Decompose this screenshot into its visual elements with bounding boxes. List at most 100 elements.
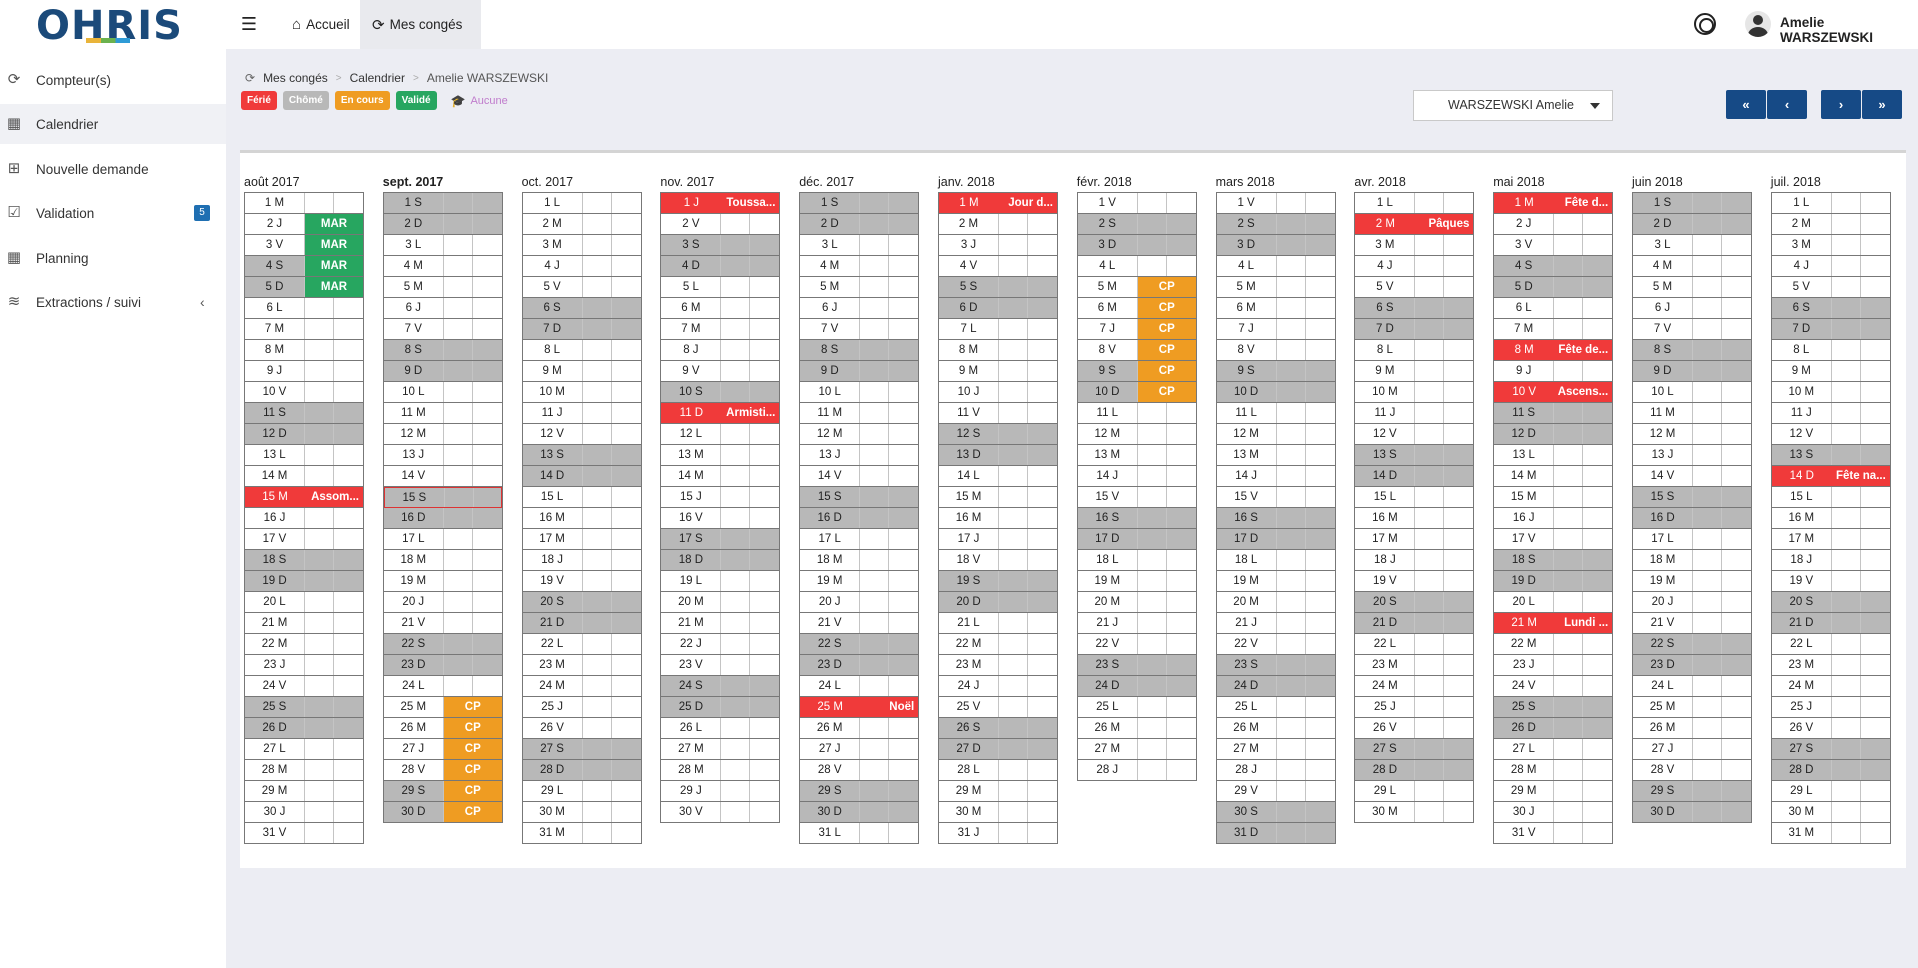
holiday-label[interactable]: Noël (889, 701, 915, 713)
day-cell[interactable]: 4 L (1216, 256, 1335, 277)
day-cell[interactable]: 5 V (1771, 277, 1890, 298)
day-cell[interactable]: 1 L (1771, 193, 1890, 214)
leave-label[interactable]: CP (1137, 298, 1196, 318)
day-cell[interactable]: 23 D (800, 655, 919, 676)
day-cell[interactable]: 30 D (800, 802, 919, 823)
day-cell[interactable]: 14 D (522, 466, 641, 487)
day-cell[interactable]: 20 D (939, 592, 1057, 613)
day-cell[interactable]: 17 S (661, 529, 780, 550)
day-cell[interactable]: 20 S (1355, 592, 1474, 613)
day-cell[interactable]: 16 M (939, 508, 1057, 529)
day-cell[interactable]: 6 J (1633, 298, 1751, 319)
day-cell[interactable]: 27 J CP (383, 739, 502, 760)
leave-label[interactable]: CP (1137, 340, 1196, 360)
day-cell[interactable]: 28 D (1355, 760, 1474, 781)
day-cell[interactable]: 3 J (939, 235, 1057, 256)
day-cell[interactable]: 7 D (1771, 319, 1890, 340)
day-cell[interactable]: 24 M (1771, 676, 1890, 697)
day-cell[interactable]: 24 M (1355, 676, 1474, 697)
day-cell[interactable]: 29 L (1771, 781, 1890, 802)
day-cell[interactable]: 9 V (661, 361, 780, 382)
day-cell[interactable]: 21 M (245, 613, 363, 634)
day-cell[interactable]: 8 V CP (1077, 340, 1196, 361)
day-cell[interactable]: 31 V (245, 823, 363, 844)
day-cell[interactable]: 29 M (245, 781, 363, 802)
day-cell[interactable]: 2 J MAR (245, 214, 363, 235)
leave-label[interactable]: CP (1137, 277, 1196, 297)
day-cell[interactable]: 11 V (939, 403, 1057, 424)
day-cell[interactable]: 25 J (1771, 697, 1890, 718)
day-cell[interactable]: 1 V (1077, 193, 1196, 214)
day-cell[interactable]: 11 M (383, 403, 502, 424)
holiday-label[interactable]: Jour d... (1008, 197, 1053, 209)
day-cell[interactable]: 29 J (661, 781, 780, 802)
day-cell[interactable]: 16 J (245, 508, 363, 529)
day-cell[interactable]: 4 S MAR (245, 256, 363, 277)
day-cell[interactable]: 17 M (1355, 529, 1474, 550)
day-cell[interactable]: 16 S (1216, 508, 1335, 529)
day-cell[interactable]: 16 J (1494, 508, 1613, 529)
day-cell[interactable]: 1 S (383, 193, 502, 214)
day-cell[interactable]: 13 J (383, 445, 502, 466)
day-cell[interactable]: 14 M (661, 466, 780, 487)
day-cell[interactable]: 22 M (939, 634, 1057, 655)
nav-home[interactable]: ⌂ Accueil (280, 0, 362, 49)
day-cell[interactable]: 23 J (1494, 655, 1613, 676)
day-cell[interactable]: 15 S (1633, 487, 1751, 508)
day-cell[interactable]: 28 V (1633, 760, 1751, 781)
day-cell[interactable]: 23 S (1216, 655, 1335, 676)
day-cell[interactable]: 6 L (245, 298, 363, 319)
day-cell[interactable]: 15 V (1216, 487, 1335, 508)
day-cell[interactable]: 10 M (1355, 382, 1474, 403)
day-cell[interactable]: 22 M (245, 634, 363, 655)
day-cell[interactable]: 4 L (1077, 256, 1196, 277)
day-cell[interactable]: 6 L (1494, 298, 1613, 319)
day-cell[interactable]: 17 L (1633, 529, 1751, 550)
day-cell[interactable]: 26 M CP (383, 718, 502, 739)
day-cell[interactable]: 7 V (800, 319, 919, 340)
day-cell[interactable]: 20 S (1771, 592, 1890, 613)
day-cell[interactable]: 20 L (245, 592, 363, 613)
day-cell[interactable]: 29 L (1355, 781, 1474, 802)
leave-label[interactable]: CP (443, 760, 502, 780)
day-cell[interactable]: 9 M (939, 361, 1057, 382)
day-cell[interactable]: 10 D CP (1077, 382, 1196, 403)
day-cell[interactable]: 14 D (1355, 466, 1474, 487)
day-cell[interactable]: 1 M (245, 193, 363, 214)
day-cell[interactable]: 9 J (245, 361, 363, 382)
holiday-label[interactable]: Ascens... (1557, 386, 1609, 398)
leave-label[interactable]: CP (1137, 382, 1196, 402)
day-cell[interactable]: 16 D (1633, 508, 1751, 529)
leave-label[interactable]: CP (443, 718, 502, 738)
day-cell[interactable]: 31 L (800, 823, 919, 844)
day-cell[interactable]: 29 S (1633, 781, 1751, 802)
day-cell[interactable]: 30 M (1771, 802, 1890, 823)
day-cell[interactable]: 23 D (383, 655, 502, 676)
leave-label[interactable]: MAR (305, 256, 363, 276)
day-cell[interactable]: 12 V (1355, 424, 1474, 445)
day-cell[interactable]: 12 M (1077, 424, 1196, 445)
day-cell[interactable]: 11 L (1077, 403, 1196, 424)
day-cell[interactable]: 10 M (522, 382, 641, 403)
day-cell[interactable]: 7 V (383, 319, 502, 340)
day-cell[interactable]: 22 V (1077, 634, 1196, 655)
day-cell[interactable]: 25 M (1633, 697, 1751, 718)
first-button[interactable]: « (1726, 90, 1766, 119)
day-cell[interactable]: 30 D (1633, 802, 1751, 823)
leave-label[interactable]: CP (443, 802, 502, 822)
day-cell[interactable]: 28 M (1494, 760, 1613, 781)
day-cell[interactable]: 5 L (661, 277, 780, 298)
day-cell[interactable]: 16 V (661, 508, 780, 529)
day-cell[interactable]: 17 V (1494, 529, 1613, 550)
day-cell[interactable]: 26 M (1216, 718, 1335, 739)
day-cell[interactable]: 7 D (1355, 319, 1474, 340)
day-cell[interactable]: 4 M (383, 256, 502, 277)
leave-label[interactable]: MAR (305, 235, 363, 255)
day-cell[interactable]: 20 L (1494, 592, 1613, 613)
day-cell[interactable]: 31 M (1771, 823, 1890, 844)
day-cell[interactable]: 3 D (1216, 235, 1335, 256)
day-cell[interactable]: 16 S (1077, 508, 1196, 529)
day-cell[interactable]: 24 D (1216, 676, 1335, 697)
day-cell[interactable]: 10 L (1633, 382, 1751, 403)
day-cell[interactable]: 20 M (1216, 592, 1335, 613)
